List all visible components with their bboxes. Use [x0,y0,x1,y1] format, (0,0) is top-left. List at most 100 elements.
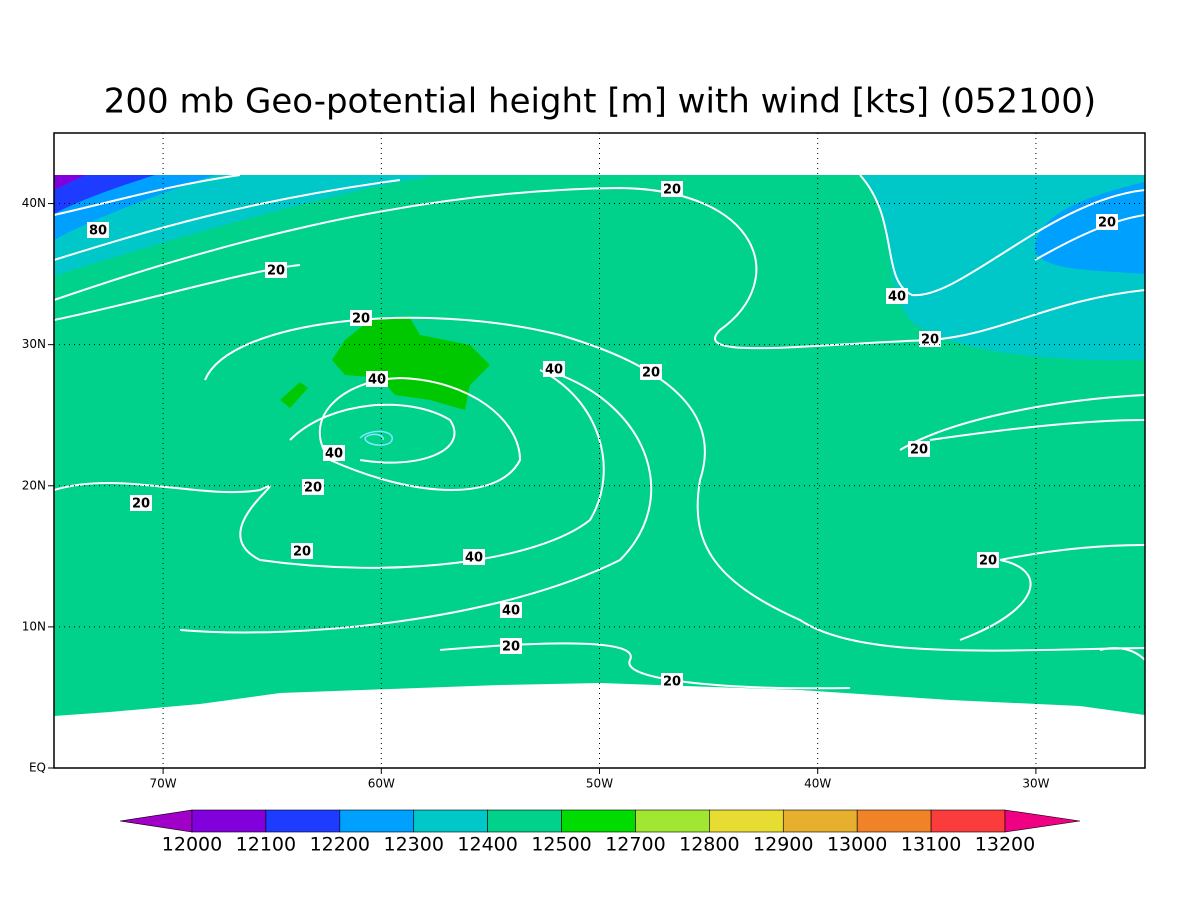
contour-label-box [302,479,324,495]
colorbar-label: 13000 [827,834,887,856]
contour-label: 20 [663,183,681,198]
lon-tick-label: 70W [150,777,177,791]
contour-line [859,174,1146,297]
contours [53,174,1146,690]
colorbar-box [191,809,267,833]
contour-label: 20 [921,333,939,348]
colorbar-box [265,809,341,833]
contour-label: 20 [267,264,285,279]
contour-label-box [500,638,522,654]
contour-line [53,186,1146,350]
contour-label-box [463,549,485,565]
contour-label-box [265,262,287,278]
contour-line [53,179,401,261]
contour-label-box [908,441,930,457]
contour-line [179,374,653,634]
lat-tick-label: 40N [22,196,46,210]
lon-tick-label: 30W [1022,777,1049,791]
colorbar-extend-high [1004,809,1081,833]
contour-line [53,174,241,216]
colorbar-box [561,809,636,833]
fill-12300 [54,175,440,276]
contour-line [1099,647,1146,661]
contour-label: 20 [663,675,681,690]
lat-tick-label: 30N [22,337,46,351]
lat-tick-label: 10N [22,619,46,633]
contour-line [53,369,605,569]
lon-tick-label: 40W [804,777,831,791]
contour-line [318,376,522,491]
lon-tick-label: 50W [586,777,613,791]
fill-12000 [54,175,85,190]
colorbar-label: 12200 [310,834,370,856]
contour-label: 20 [642,366,660,381]
contour-label-box [919,331,941,347]
contour-label: 40 [502,604,520,619]
contour-label: 20 [304,481,322,496]
vortex [359,430,393,446]
contour-label: 20 [132,497,150,512]
contour-label: 20 [1098,216,1116,231]
contour-label: 20 [293,545,311,560]
colorbar-box [782,809,858,833]
contour-line [899,394,1146,451]
contour-label: 20 [502,640,520,655]
contour-line [1034,214,1146,261]
colorbar-label: 12300 [384,834,444,856]
contour-line [204,316,1146,652]
colorbar-label: 12800 [679,834,739,856]
colorbar-label: 12400 [457,834,517,856]
lat-tick-label: EQ [29,761,46,775]
colorbar-label: 12000 [162,834,222,856]
fill-12200-east [1035,182,1145,274]
contour-label-box [291,543,313,559]
colorbar-box [487,809,562,833]
contour-label-box [640,364,662,380]
colorbar-label: 13200 [975,834,1035,856]
contour-label: 40 [325,447,343,462]
contour-label-box [886,288,908,304]
contour-label-box [661,181,683,197]
lat-tick-label: 20N [22,478,46,492]
contour-label: 20 [910,443,928,458]
contour-label-box [543,361,565,377]
colorbar-box [635,809,710,833]
contour-label: 40 [465,551,483,566]
colorbar: 12000 12100 12200 12300 12400 12500 12700 12800… [119,809,1081,856]
contour-label: 40 [888,290,906,305]
contour-label-box [130,495,152,511]
contour-line [929,419,1146,441]
contour-label: 20 [979,554,997,569]
colorbar-extend-low [119,809,193,833]
colorbar-label: 12700 [605,834,665,856]
contour-labels: 20 20 80 20 40 20 20 40 40 20 40 20 20 20 20 40 20 40 20 20 [87,181,1118,690]
colorbar-label: 13100 [901,834,961,856]
contour-label-box [1096,214,1118,230]
contour-label-box [500,602,522,618]
contour-label: 20 [352,312,370,327]
contour-line [289,403,456,464]
map-fills [54,175,1145,716]
contour-label: 40 [545,363,563,378]
colorbar-box [339,809,415,833]
colorbar-box [709,809,784,833]
contour-label-box [977,552,999,568]
map-frame [53,132,1146,769]
contour-label-box [366,371,388,387]
contour-label-box [350,310,372,326]
fill-12100 [54,175,155,214]
contour-label: 40 [368,373,386,388]
colorbar-box [856,809,932,833]
contour-line [959,544,1146,641]
contour-label-box [661,673,683,689]
contour-label: 80 [89,224,107,239]
title: 200 mb Geo-potential height [m] with win… [104,82,1096,122]
contour-line [439,642,851,690]
colorbar-label: 12500 [531,834,591,856]
fill-12400 [54,175,1145,716]
lon-tick-label: 60W [368,777,395,791]
colorbar-label: 12900 [753,834,813,856]
contour-label-box [323,445,345,461]
fill-12500 [280,318,490,410]
